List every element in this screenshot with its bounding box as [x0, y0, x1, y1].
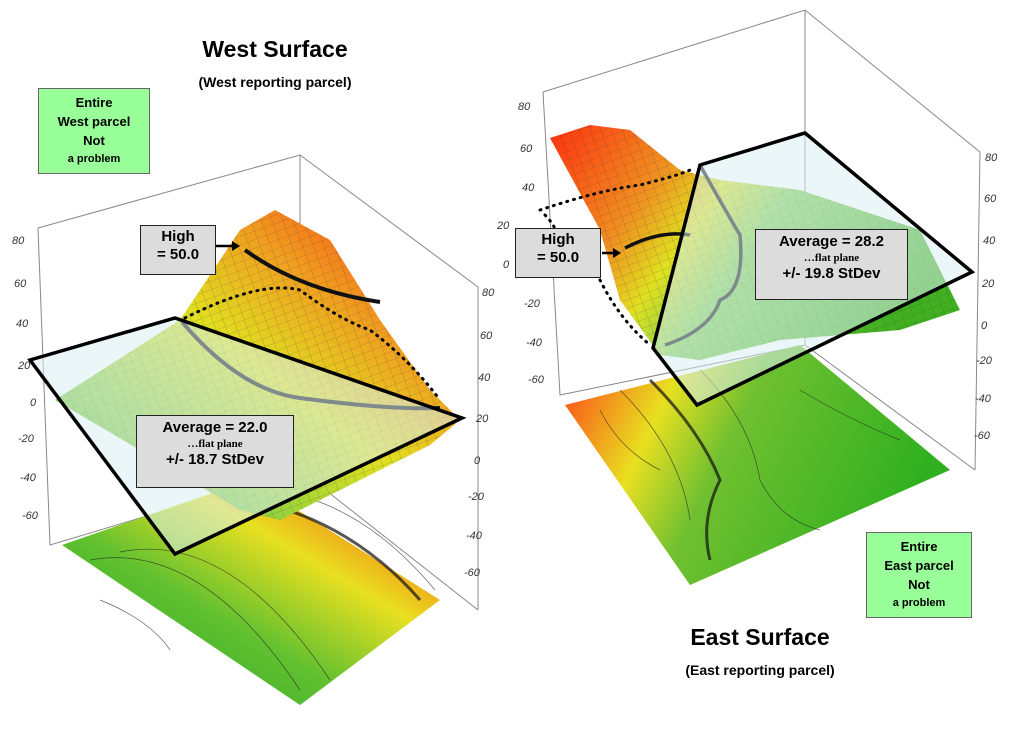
tick: -20 — [18, 433, 35, 445]
tick: -40 — [466, 530, 483, 542]
plane-label: …flat plane — [803, 252, 860, 264]
east-chart: 80 60 40 20 0 -20 -40 -60 80 60 40 20 0 … — [496, 9, 998, 585]
stdev-value: +/- 18.7 StDev — [166, 451, 264, 468]
west-floor-contour — [62, 480, 440, 705]
east-z-axis-right: 80 60 40 20 0 -20 -40 -60 — [974, 152, 998, 442]
tick: 60 — [520, 143, 533, 155]
west-high-label: High = 50.0 — [140, 225, 216, 275]
west-z-axis-right: 80 60 40 20 0 -20 -40 -60 — [464, 287, 495, 579]
tick: -60 — [974, 430, 991, 442]
tick: 0 — [503, 259, 510, 271]
high-label: High — [541, 231, 575, 248]
west-title: West Surface — [202, 36, 348, 62]
tick: -20 — [524, 298, 541, 310]
tick: 0 — [474, 455, 481, 467]
tick: -60 — [464, 567, 481, 579]
tick: -60 — [22, 510, 39, 522]
west-note: Entire West parcel Not a problem — [38, 88, 150, 174]
east-z-axis-left: 80 60 40 20 0 -20 -40 -60 — [496, 101, 545, 386]
tick: 80 — [518, 101, 531, 113]
east-title: East Surface — [690, 624, 830, 650]
tick: 80 — [482, 287, 495, 299]
east-floor-contour — [565, 345, 950, 585]
average-value: Average = 28.2 — [779, 233, 884, 250]
tick: 20 — [17, 360, 31, 372]
east-subtitle: (East reporting parcel) — [685, 662, 835, 678]
tick: 80 — [12, 235, 25, 247]
tick: 20 — [496, 220, 510, 232]
east-high-label: High = 50.0 — [515, 228, 601, 278]
tick: -20 — [468, 491, 485, 503]
note-line: West parcel — [57, 114, 131, 129]
east-average-label: Average = 28.2 …flat plane +/- 19.8 StDe… — [755, 229, 908, 300]
tick: 0 — [981, 320, 988, 332]
stdev-value: +/- 19.8 StDev — [782, 265, 881, 282]
note-line: a problem — [67, 153, 121, 165]
tick: 40 — [478, 372, 491, 384]
high-label: High — [161, 228, 195, 245]
note-line: East parcel — [884, 558, 954, 573]
tick: 0 — [30, 397, 37, 409]
tick: 60 — [14, 278, 27, 290]
west-average-label: Average = 22.0 …flat plane +/- 18.7 StDe… — [136, 415, 294, 488]
plane-label: …flat plane — [187, 438, 243, 450]
note-line: Not — [83, 133, 105, 148]
tick: -60 — [528, 374, 545, 386]
west-subtitle: (West reporting parcel) — [198, 74, 352, 90]
tick: -40 — [975, 393, 992, 405]
tick: 20 — [981, 278, 995, 290]
tick: 60 — [984, 193, 997, 205]
east-note: Entire East parcel Not a problem — [866, 532, 972, 618]
tick: 80 — [985, 152, 998, 164]
average-value: Average = 22.0 — [162, 419, 268, 436]
note-line: a problem — [892, 597, 946, 609]
tick: 40 — [522, 182, 535, 194]
high-value: = 50.0 — [156, 246, 200, 263]
tick: 20 — [475, 413, 489, 425]
note-line: Entire — [900, 539, 938, 554]
note-line: Entire — [75, 95, 113, 110]
tick: -40 — [20, 472, 37, 484]
tick: 40 — [16, 318, 29, 330]
west-z-axis-left: 80 60 40 20 0 -20 -40 -60 — [12, 235, 39, 522]
note-line: Not — [908, 577, 930, 592]
tick: -40 — [526, 337, 543, 349]
high-value: = 50.0 — [536, 249, 580, 266]
tick: -20 — [976, 355, 993, 367]
tick: 40 — [983, 235, 996, 247]
tick: 60 — [480, 330, 493, 342]
